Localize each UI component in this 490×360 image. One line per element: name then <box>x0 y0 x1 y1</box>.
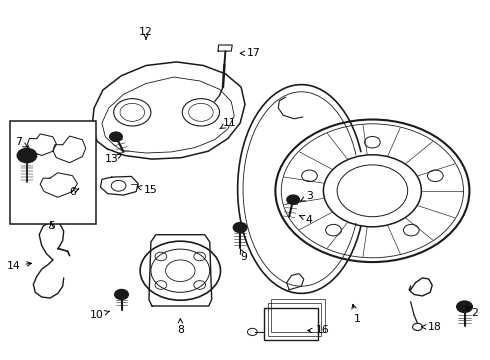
Bar <box>264 308 318 340</box>
Bar <box>10 121 96 224</box>
Text: 8: 8 <box>177 319 184 336</box>
Text: 2: 2 <box>466 306 478 318</box>
Text: 13: 13 <box>105 154 122 164</box>
Text: 4: 4 <box>300 215 312 225</box>
Text: 14: 14 <box>7 261 31 271</box>
Text: 9: 9 <box>240 249 247 262</box>
Circle shape <box>233 222 247 233</box>
Circle shape <box>115 289 128 300</box>
Bar <box>271 299 325 332</box>
Circle shape <box>17 148 37 163</box>
Text: 3: 3 <box>301 191 313 201</box>
Circle shape <box>287 195 299 204</box>
Text: 5: 5 <box>48 221 55 231</box>
Text: 1: 1 <box>352 304 360 324</box>
Text: 11: 11 <box>220 118 236 129</box>
Text: 10: 10 <box>90 310 109 320</box>
Circle shape <box>110 132 122 141</box>
Circle shape <box>457 301 472 312</box>
Text: 17: 17 <box>240 48 261 58</box>
Text: 12: 12 <box>139 27 153 40</box>
Text: 7: 7 <box>15 137 27 147</box>
Text: 16: 16 <box>308 325 329 336</box>
Text: 6: 6 <box>69 186 79 197</box>
Text: 18: 18 <box>421 322 442 332</box>
Text: 15: 15 <box>137 185 158 195</box>
Bar <box>268 303 321 336</box>
